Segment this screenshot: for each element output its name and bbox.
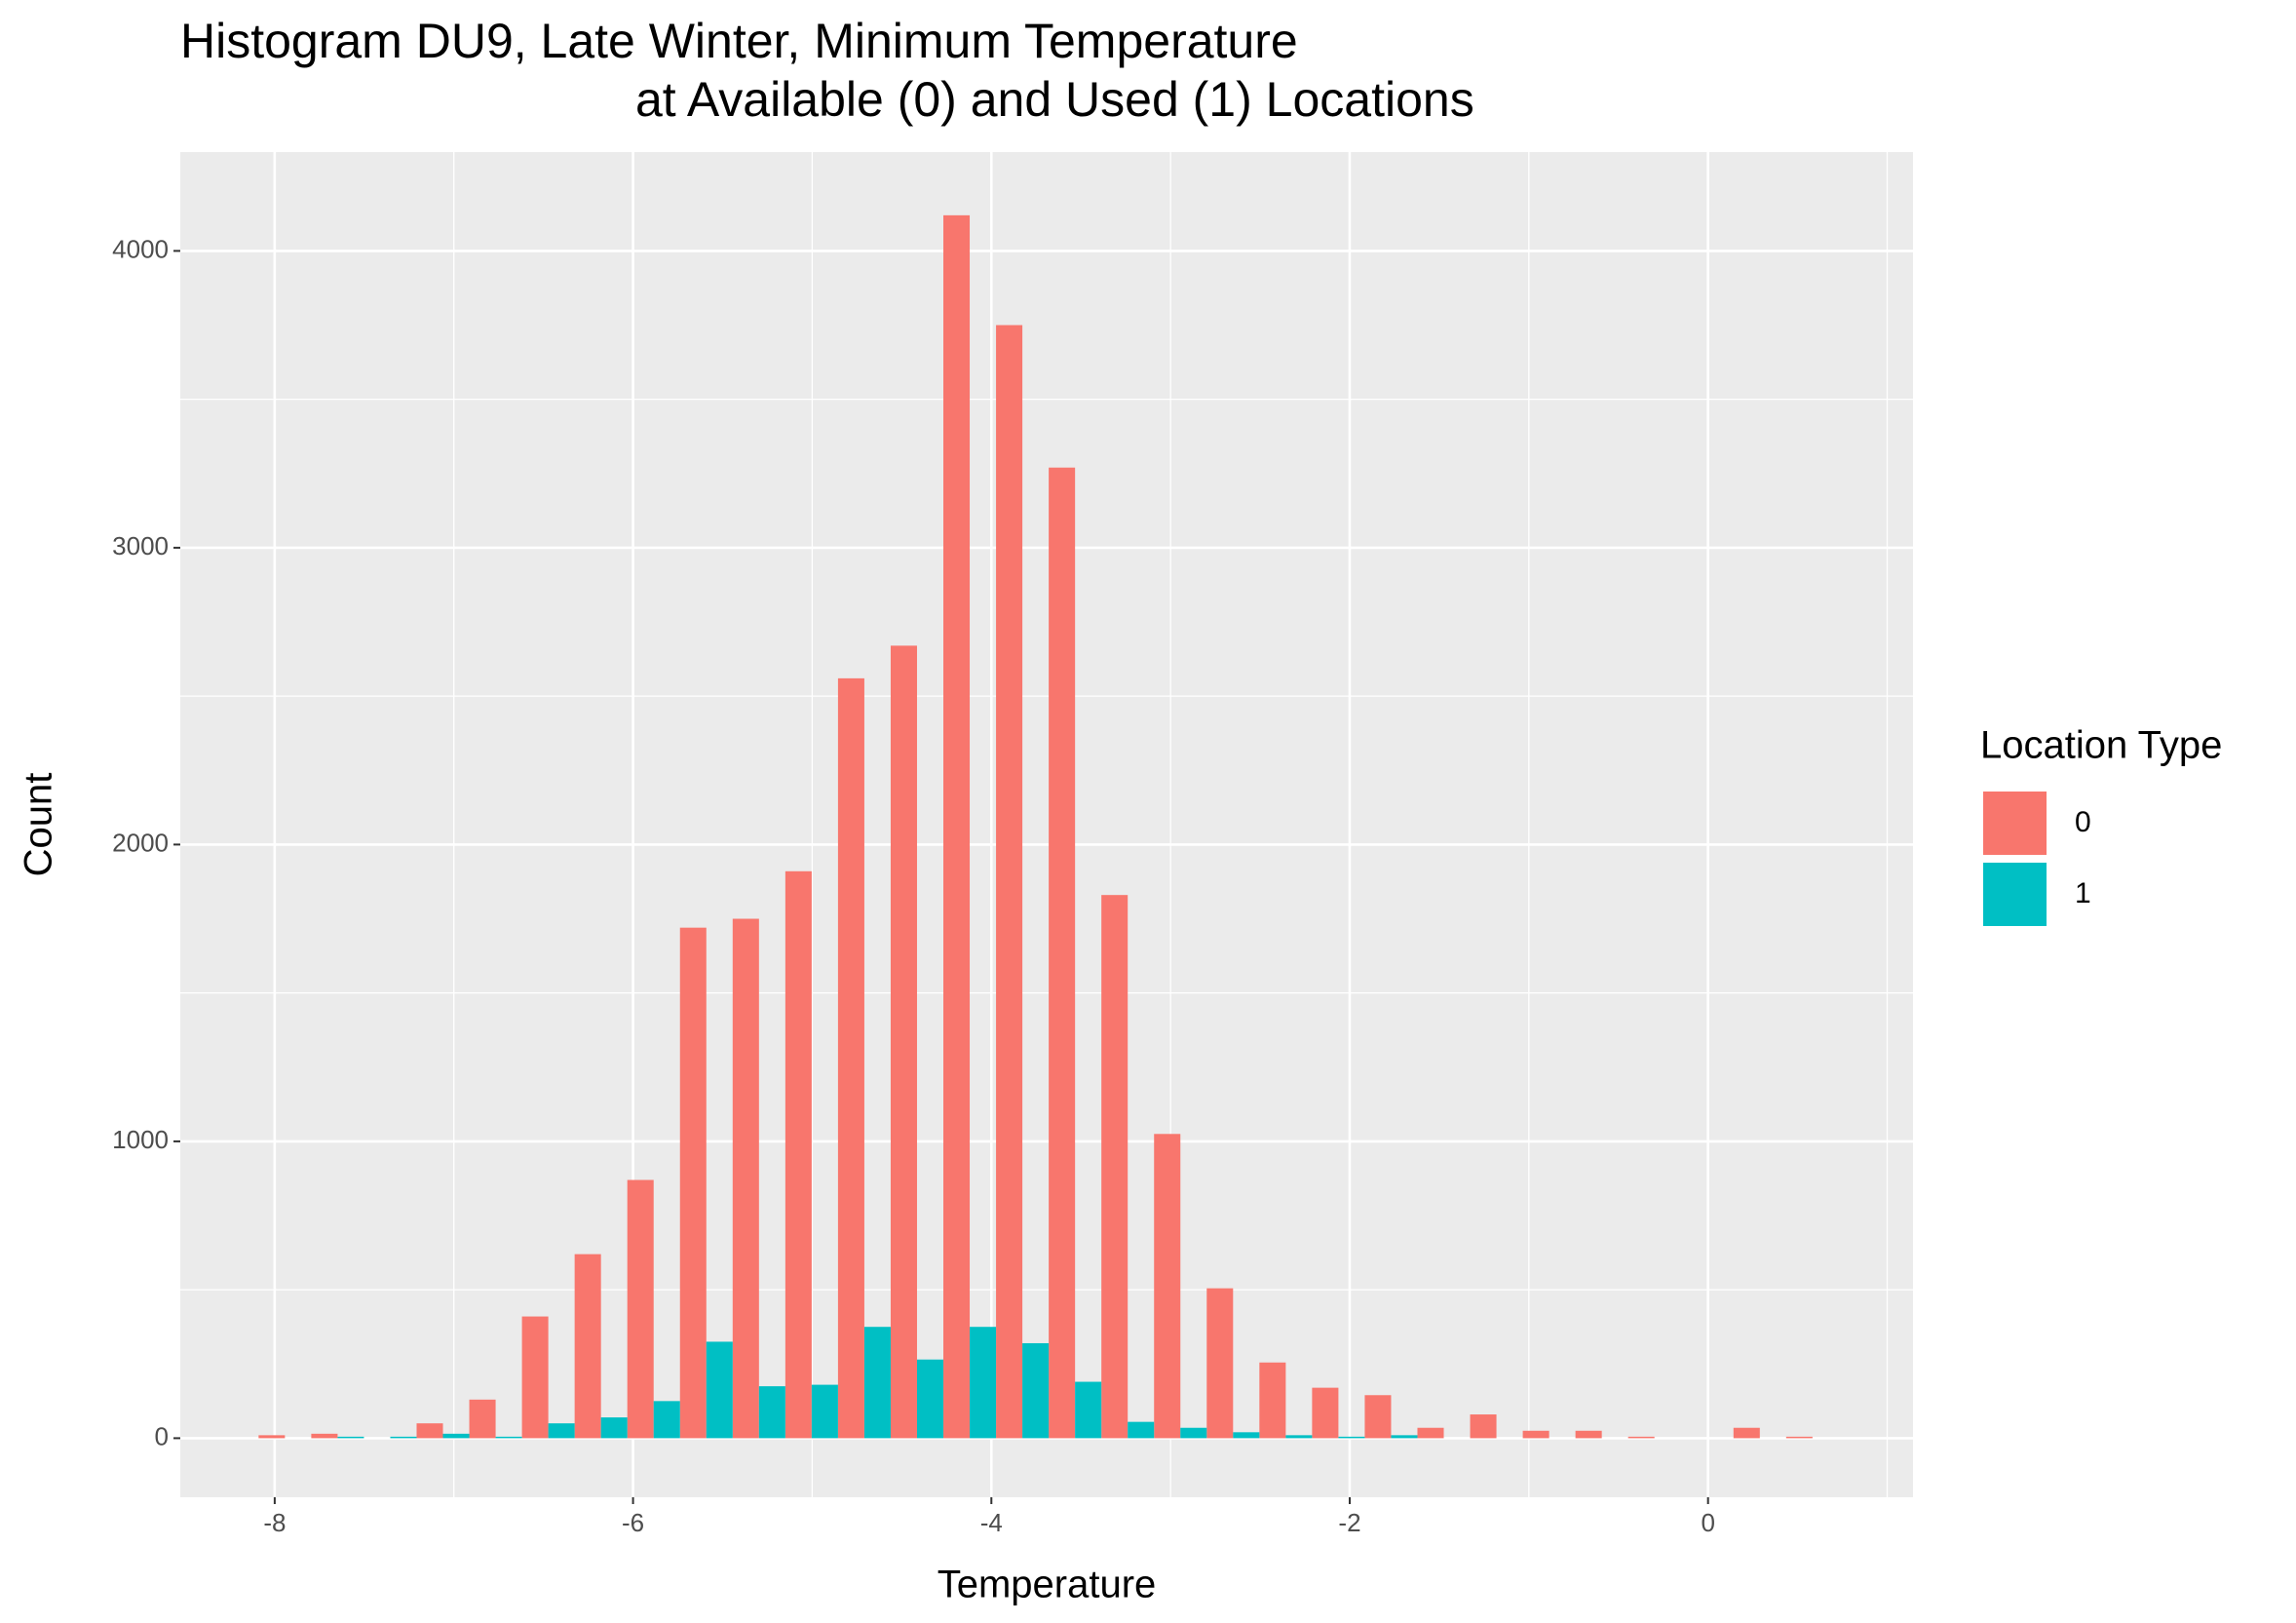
bar [1154,1134,1181,1439]
bar [600,1417,628,1439]
plot-background [180,152,1913,1497]
bar [758,1386,785,1439]
bar [1364,1395,1392,1439]
legend-key [1983,863,2047,926]
x-tick-label: -8 [263,1508,286,1537]
bar [996,325,1023,1439]
legend-label: 0 [2075,806,2091,838]
bar [1470,1414,1497,1439]
x-axis-label: Temperature [938,1564,1157,1606]
bar [943,214,971,1439]
bar [1338,1436,1365,1439]
bar [706,1341,733,1439]
legend-label: 1 [2075,877,2091,909]
x-tick-label: 0 [1701,1508,1714,1537]
x-tick-label: -6 [622,1508,644,1537]
y-tick-label: 1000 [112,1125,169,1154]
bar [1733,1427,1760,1439]
bar [1128,1421,1155,1439]
bar [1259,1362,1286,1439]
bar [916,1359,944,1439]
bar [521,1316,549,1439]
bar [837,677,864,1439]
bar [1522,1430,1550,1439]
bar [1022,1342,1050,1439]
bar [442,1433,470,1439]
bar [627,1179,654,1439]
bar [495,1436,522,1439]
y-axis-label: Count [18,773,60,877]
bar [732,918,759,1439]
bar [1627,1436,1655,1439]
bar [1233,1432,1260,1439]
bar [890,645,917,1439]
bar [784,870,812,1439]
legend-title: Location Type [1980,724,2222,767]
bar [1180,1427,1207,1439]
bar [970,1327,997,1439]
bar [1075,1381,1102,1439]
bar [574,1254,601,1439]
bar [469,1399,496,1439]
bar [390,1436,417,1439]
bar [1285,1435,1313,1439]
bar [1206,1288,1234,1439]
legend-key [1983,792,2047,855]
bar [1101,895,1129,1439]
bar [1049,467,1076,1439]
y-tick-label: 2000 [112,828,169,857]
chart-title: Histogram DU9, Late Winter, Minimum Temp… [180,14,1298,68]
bar [1785,1436,1813,1439]
bar [1575,1430,1602,1439]
y-tick-label: 0 [155,1421,169,1450]
y-tick-label: 3000 [112,531,169,560]
bar [311,1433,338,1439]
bar [548,1423,575,1439]
bar [1391,1435,1418,1439]
chart-title: at Available (0) and Used (1) Locations [635,72,1474,127]
x-tick-label: -4 [980,1508,1003,1537]
x-tick-label: -2 [1338,1508,1360,1537]
bar [1312,1387,1339,1439]
bar [337,1436,364,1439]
bar [653,1401,680,1439]
bar [811,1384,838,1439]
bar [258,1435,286,1439]
bar [1417,1427,1444,1439]
bar [863,1327,891,1439]
bar [679,927,707,1439]
y-tick-label: 4000 [112,234,169,263]
bar [416,1423,443,1439]
